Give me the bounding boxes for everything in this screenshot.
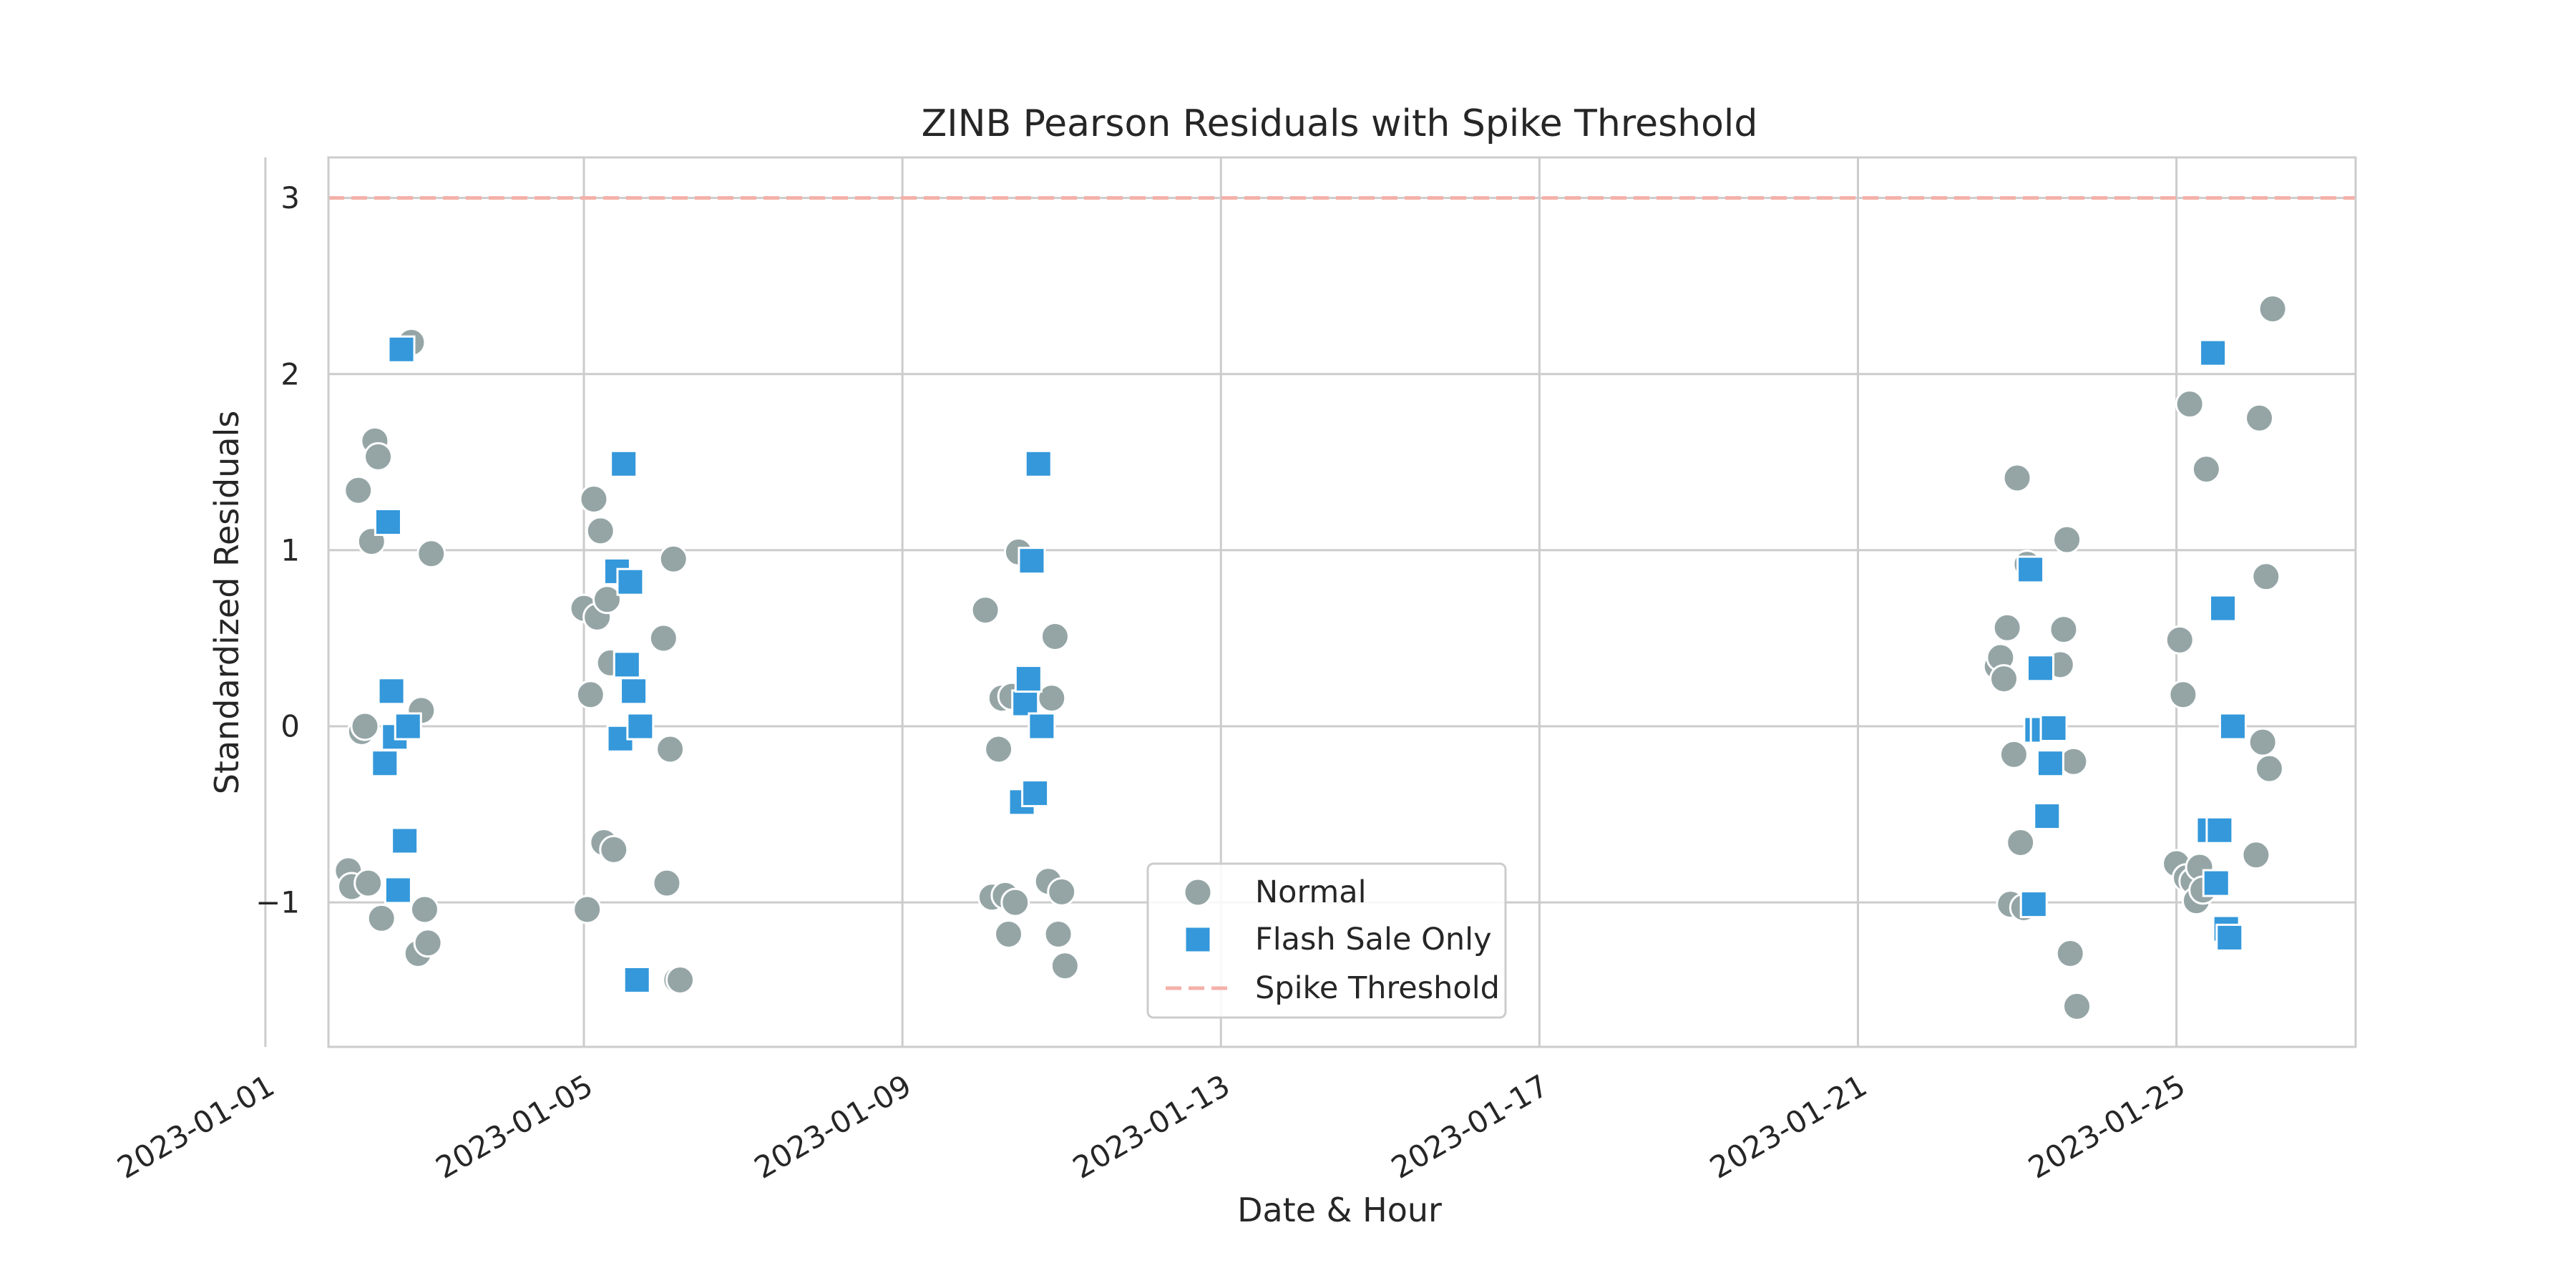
normal-point	[2006, 827, 2036, 857]
normal-point	[1047, 877, 1077, 907]
normal-point	[2191, 454, 2221, 484]
legend-marker-normal	[1183, 877, 1213, 907]
normal-point	[1040, 621, 1070, 651]
normal-point	[2002, 463, 2032, 493]
flash-sale-point	[2205, 816, 2234, 844]
normal-point	[599, 834, 629, 864]
flash-sale-point	[394, 712, 422, 741]
normal-point	[2168, 680, 2198, 710]
normal-point	[2165, 625, 2195, 655]
y-axis-label: Standardized Residuals	[208, 411, 246, 795]
legend-label: Normal	[1255, 874, 1367, 910]
normal-point	[1989, 664, 2019, 694]
flash-sale-point	[1021, 779, 1050, 808]
normal-point	[1000, 887, 1030, 917]
normal-point	[2241, 840, 2271, 870]
flash-sale-point	[2215, 923, 2244, 952]
normal-point	[2254, 753, 2284, 784]
normal-point	[2258, 294, 2288, 324]
flash-sale-point	[2039, 713, 2068, 742]
normal-point	[409, 894, 439, 924]
normal-point	[658, 544, 688, 574]
flash-sale-point	[1018, 547, 1046, 575]
normal-point	[353, 868, 384, 898]
flash-sale-point	[2016, 555, 2045, 584]
flash-sale-point	[374, 508, 402, 537]
normal-point	[579, 484, 609, 514]
normal-point	[1999, 739, 2029, 769]
normal-point	[2175, 389, 2205, 419]
flash-sale-point	[2036, 749, 2064, 778]
normal-point	[2245, 403, 2275, 433]
flash-sale-point	[384, 876, 412, 904]
flash-sale-point	[613, 650, 641, 679]
y-tick-label: 2	[280, 356, 300, 391]
flash-sale-point	[391, 826, 419, 855]
normal-point	[655, 734, 686, 764]
flash-sale-point	[2033, 802, 2062, 831]
normal-point	[572, 894, 602, 924]
y-tick-label: −1	[255, 885, 300, 920]
flash-sale-point	[610, 449, 638, 478]
x-axis-label: Date & Hour	[1237, 1191, 1442, 1229]
normal-point	[413, 928, 443, 958]
flash-sale-point	[387, 335, 416, 364]
normal-point	[665, 965, 695, 995]
flash-sale-point	[623, 965, 651, 994]
normal-point	[652, 868, 682, 898]
normal-point	[648, 623, 678, 653]
flash-sale-point	[2199, 338, 2228, 367]
normal-point	[575, 680, 605, 710]
flash-sale-point	[620, 677, 648, 706]
flash-sale-point	[1014, 665, 1043, 693]
chart-title: ZINB Pearson Residuals with Spike Thresh…	[922, 102, 1758, 145]
legend-marker-flash-sale	[1184, 925, 1212, 954]
plot-frame	[327, 156, 2357, 1048]
y-tick-label: 3	[280, 180, 300, 215]
flash-sale-point	[2019, 890, 2048, 919]
normal-point	[2251, 562, 2281, 592]
flash-sale-point	[2218, 712, 2247, 741]
normal-point	[2049, 615, 2079, 645]
flash-sale-point	[371, 749, 399, 778]
normal-point	[1050, 951, 1080, 981]
data-points	[333, 294, 2288, 1021]
normal-point	[970, 595, 1000, 625]
normal-point	[2055, 939, 2085, 969]
normal-point	[994, 919, 1024, 949]
legend-label: Spike Threshold	[1255, 970, 1500, 1006]
normal-point	[416, 539, 447, 569]
flash-sale-point	[1024, 449, 1053, 478]
y-tick-label: 0	[280, 709, 300, 744]
legend-label: Flash Sale Only	[1255, 922, 1492, 957]
flash-sale-point	[377, 677, 406, 706]
normal-point	[350, 711, 380, 741]
normal-point	[1992, 613, 2022, 643]
normal-point	[364, 441, 394, 472]
normal-point	[366, 903, 396, 933]
legend-box	[1146, 862, 1507, 1019]
normal-point	[1043, 919, 1073, 949]
flash-sale-point	[2209, 594, 2238, 623]
legend: Normal Flash Sale Only Spike Threshold	[1146, 862, 1507, 1019]
grid-lines	[264, 157, 2356, 1047]
flash-sale-point	[2026, 654, 2055, 683]
normal-point	[984, 734, 1014, 764]
normal-point	[2062, 991, 2092, 1021]
normal-point	[2052, 525, 2082, 555]
normal-point	[343, 475, 374, 505]
normal-point	[585, 516, 615, 546]
flash-sale-point	[2202, 869, 2230, 897]
normal-point	[592, 585, 622, 615]
normal-point	[2248, 727, 2278, 757]
flash-sale-point	[626, 712, 655, 741]
flash-sale-point	[616, 567, 645, 596]
y-tick-label: 1	[280, 532, 300, 567]
flash-sale-point	[1028, 712, 1056, 741]
